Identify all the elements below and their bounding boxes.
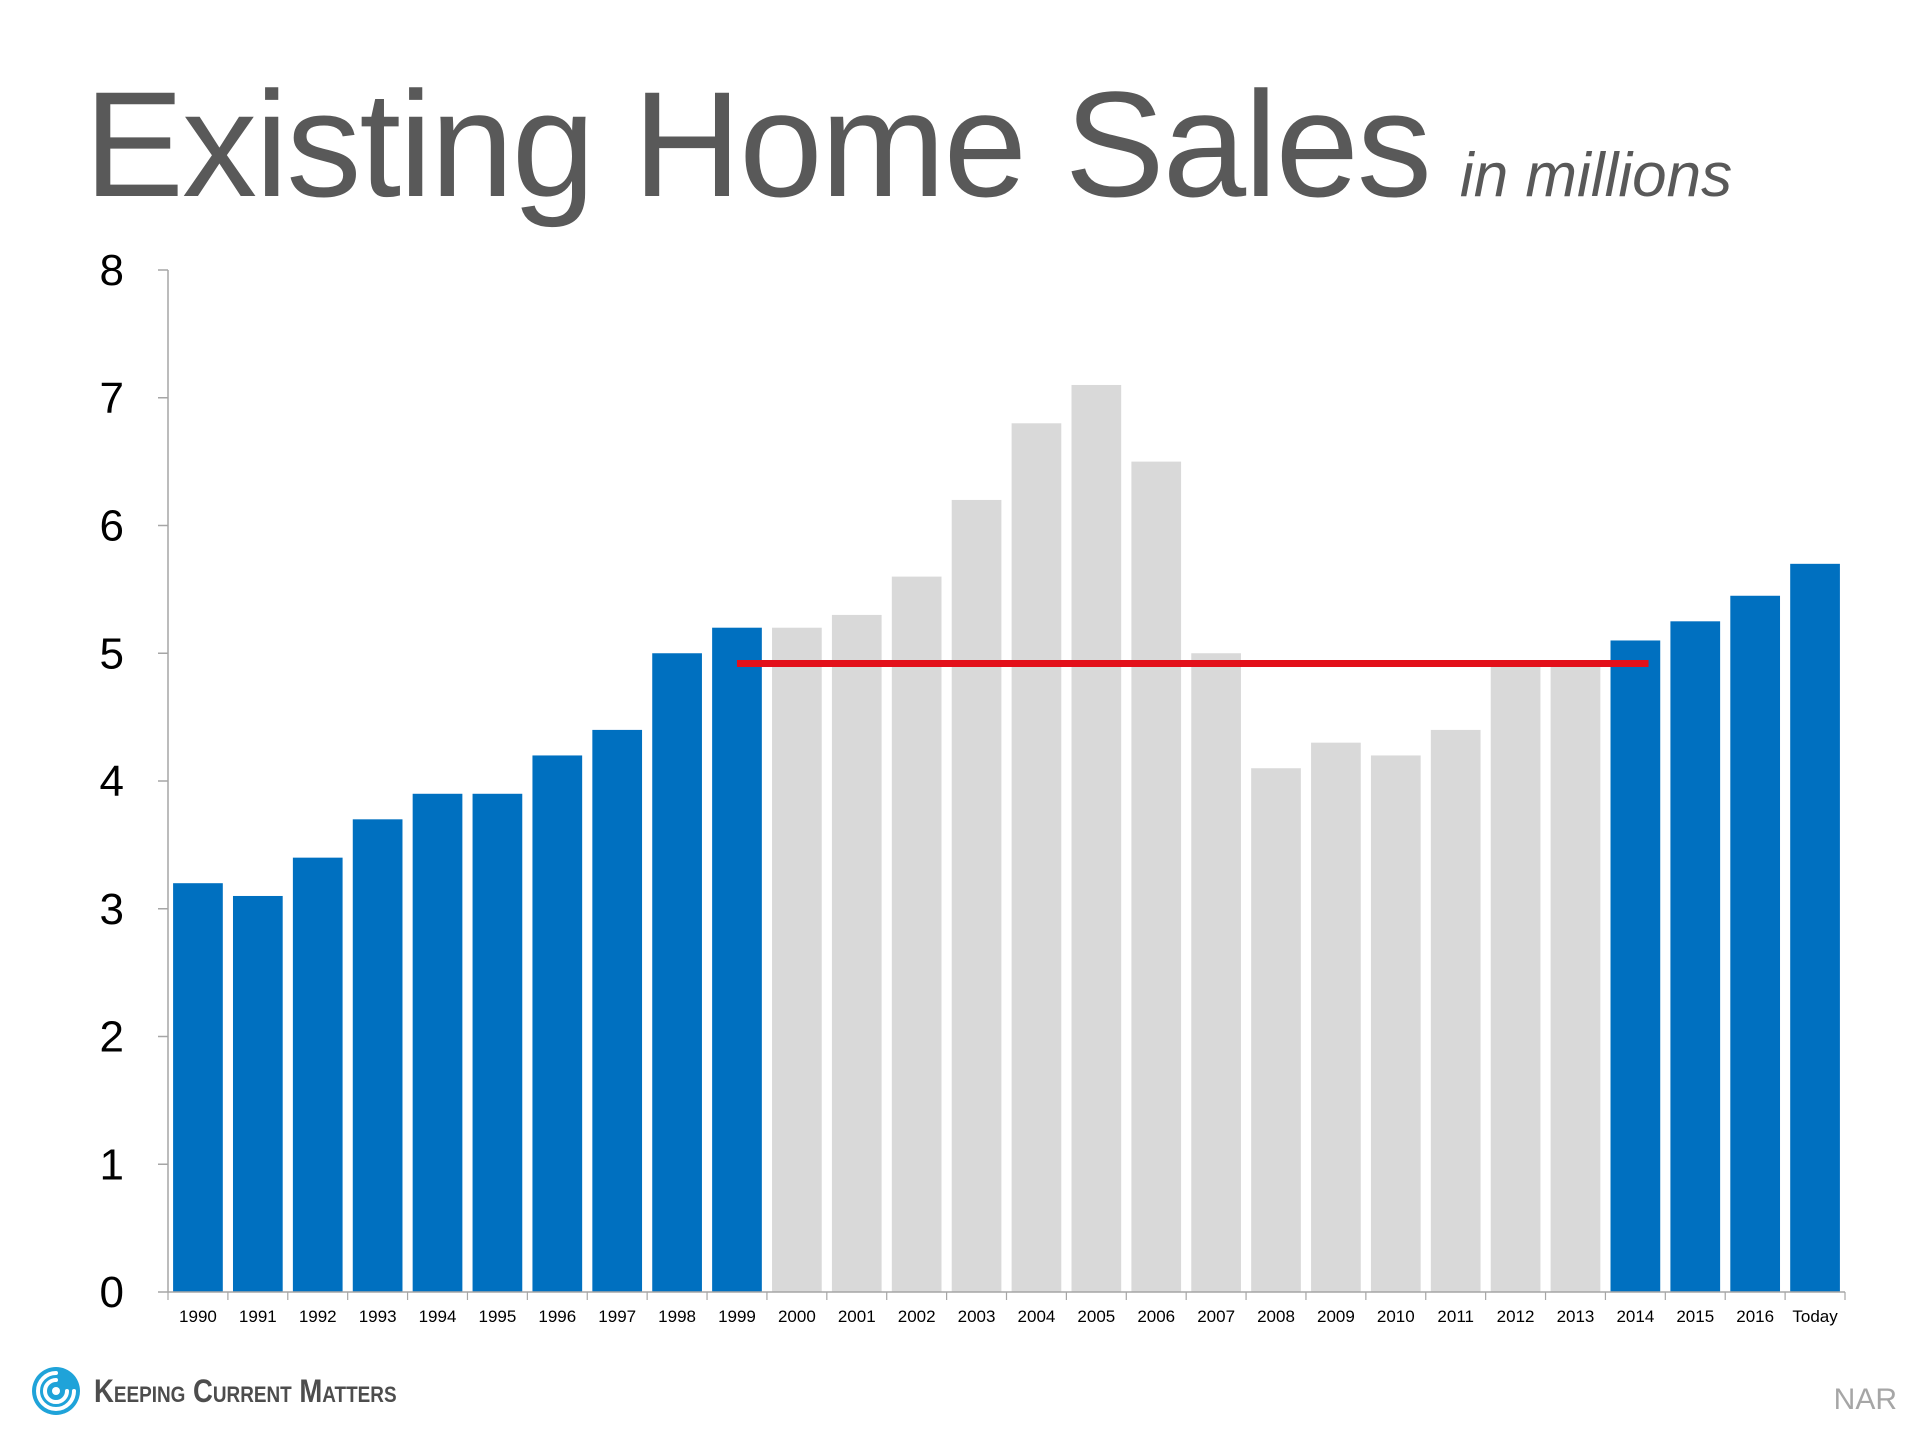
- chart-title: Existing Home Sales: [84, 60, 1432, 228]
- y-tick-label: 6: [100, 502, 124, 551]
- y-tick-label: 0: [100, 1268, 124, 1317]
- bar-1996: [532, 755, 583, 1292]
- bar-1998: [652, 653, 702, 1292]
- x-tick-label: Today: [1792, 1307, 1838, 1326]
- bar-2013: [1550, 666, 1601, 1292]
- y-tick-label: 4: [100, 757, 124, 806]
- x-tick-label: 2008: [1257, 1307, 1295, 1326]
- y-tick-label: 2: [100, 1013, 124, 1062]
- x-tick-label: 1993: [359, 1307, 397, 1326]
- brand-name: Keeping Current Matters: [94, 1372, 397, 1409]
- y-tick-label: 7: [100, 374, 124, 423]
- x-tick-label: 1998: [658, 1307, 696, 1326]
- x-tick-label: 2009: [1317, 1307, 1355, 1326]
- bar-2014: [1610, 640, 1661, 1292]
- x-tick-label: 2007: [1197, 1307, 1235, 1326]
- y-tick-label: 8: [100, 246, 124, 295]
- bar-2006: [1131, 461, 1182, 1292]
- bar-1995: [472, 793, 523, 1292]
- bar-2001: [831, 614, 882, 1292]
- y-tick-label: 3: [100, 885, 124, 934]
- x-tick-label: 2011: [1437, 1307, 1474, 1326]
- bar-2007: [1191, 653, 1241, 1292]
- x-tick-label: 1997: [598, 1307, 636, 1326]
- bar-2009: [1311, 742, 1361, 1292]
- bar-1999: [712, 627, 762, 1292]
- bar-1994: [412, 793, 463, 1292]
- bar-2003: [951, 499, 1002, 1292]
- x-tick-label: 2001: [838, 1307, 876, 1326]
- bar-1991: [232, 895, 283, 1292]
- bar-2010: [1370, 755, 1421, 1292]
- x-tick-label: 1992: [299, 1307, 337, 1326]
- x-tick-label: 2004: [1018, 1307, 1056, 1326]
- brand-logo: Keeping Current Matters: [30, 1365, 446, 1417]
- x-tick-label: 2006: [1137, 1307, 1175, 1326]
- bar-2012: [1490, 666, 1541, 1292]
- x-tick-label: 1999: [718, 1307, 756, 1326]
- title-row: Existing Home Sales in millions: [84, 58, 1732, 231]
- bar-2008: [1251, 768, 1301, 1292]
- x-tick-label: 1996: [538, 1307, 576, 1326]
- swirl-logo-icon: [32, 1367, 80, 1415]
- bar-Today: [1790, 563, 1840, 1292]
- x-tick-label: 2016: [1736, 1307, 1774, 1326]
- bar-chart: 0 1 2 3 4 5 6 7 8 1990 1991 1992 1993 1994 1995 1996 199…: [100, 246, 1846, 1326]
- x-tick-label: 2015: [1676, 1307, 1714, 1326]
- y-tick-label: 5: [100, 629, 124, 678]
- x-tick-label: 2002: [898, 1307, 936, 1326]
- x-tick-label: 2014: [1616, 1307, 1654, 1326]
- bar-1990: [173, 883, 223, 1292]
- x-tick-label: 2013: [1557, 1307, 1595, 1326]
- bar-2000: [772, 627, 822, 1292]
- bar-2015: [1670, 621, 1721, 1292]
- bar-2016: [1730, 595, 1781, 1292]
- bar-2005: [1071, 384, 1122, 1293]
- bar-2004: [1011, 423, 1062, 1292]
- x-tick-label: 1994: [419, 1307, 457, 1326]
- x-tick-label: 2005: [1077, 1307, 1115, 1326]
- bar-2011: [1430, 729, 1481, 1292]
- bar-2002: [891, 576, 942, 1292]
- x-tick-label: 2003: [958, 1307, 996, 1326]
- source-label: NAR: [1833, 1383, 1897, 1416]
- chart-subtitle: in millions: [1459, 141, 1733, 210]
- x-tick-label: 1995: [478, 1307, 516, 1326]
- x-tick-label: 2000: [778, 1307, 816, 1326]
- y-tick-label: 1: [100, 1140, 124, 1189]
- x-tick-label: 2012: [1497, 1307, 1535, 1326]
- x-tick-label: 1991: [239, 1307, 277, 1326]
- x-tick-label: 1990: [179, 1307, 217, 1326]
- bar-1993: [352, 819, 403, 1292]
- bar-1997: [592, 729, 643, 1292]
- x-tick-label: 2010: [1377, 1307, 1415, 1326]
- bar-1992: [292, 857, 343, 1292]
